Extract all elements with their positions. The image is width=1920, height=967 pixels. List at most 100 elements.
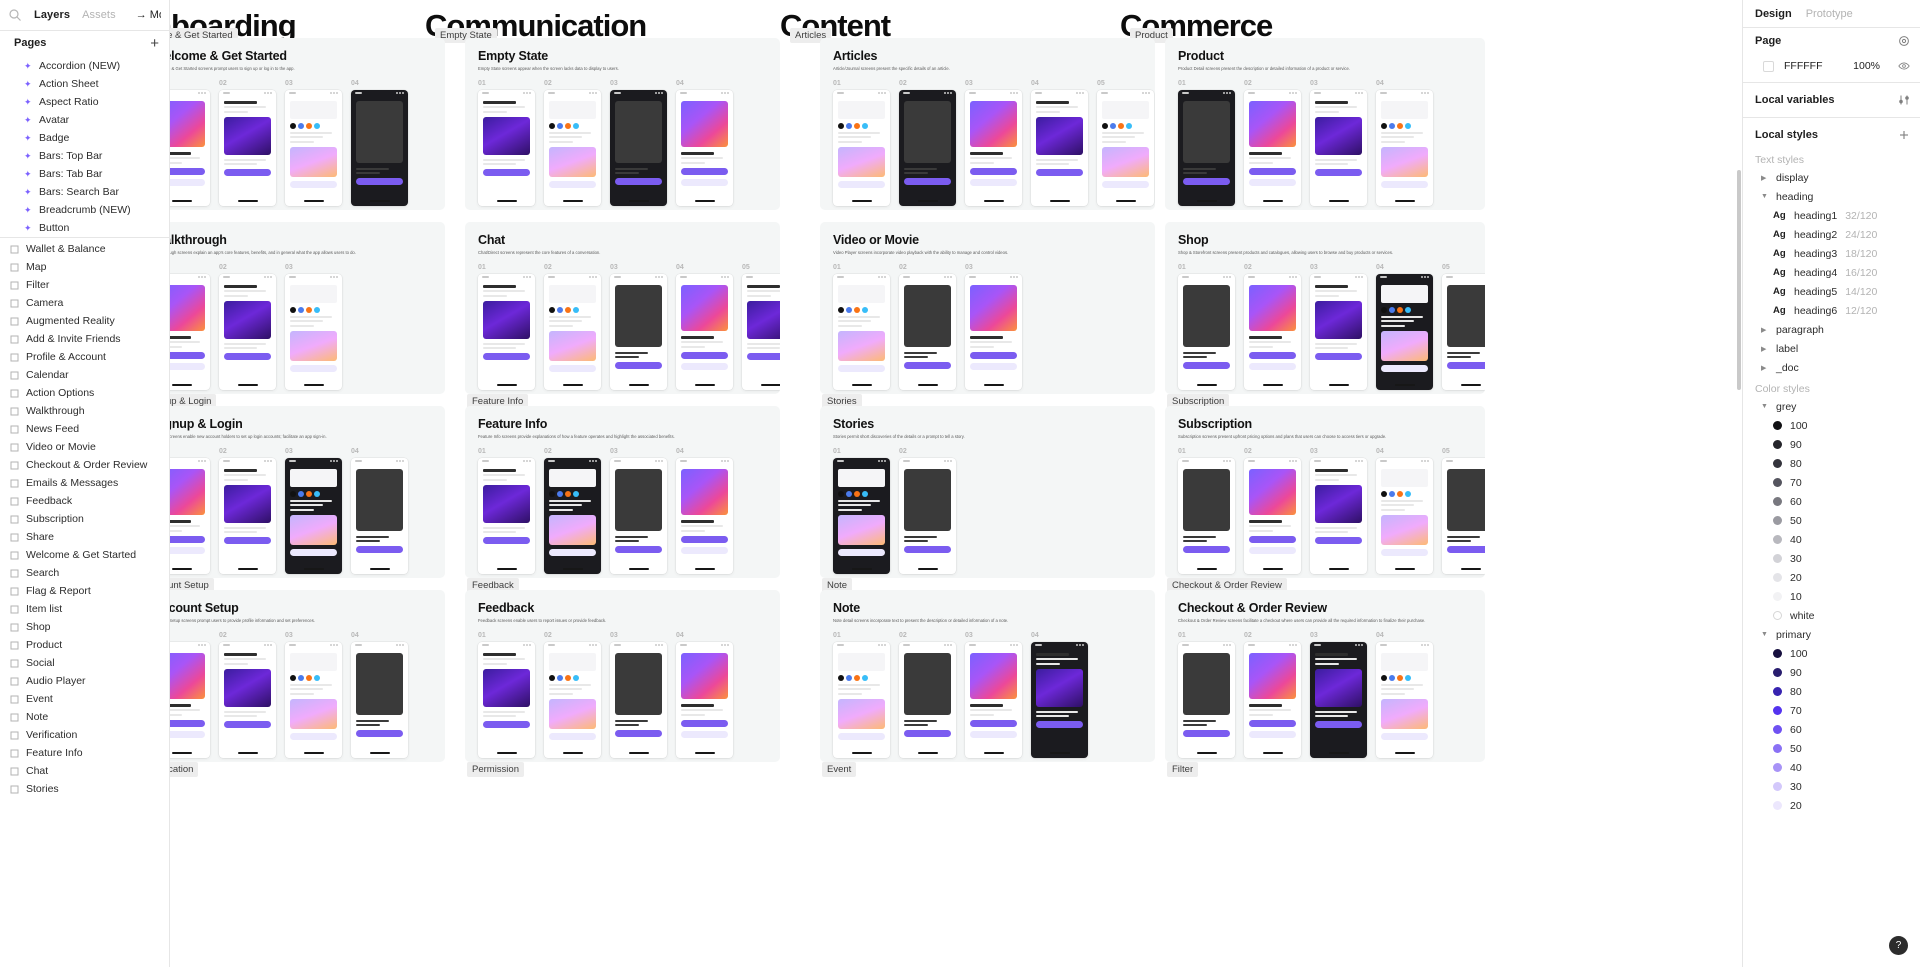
sliders-icon[interactable] <box>1898 94 1910 106</box>
section-group-card[interactable]: Note Note detail screens incorporate text… <box>820 590 1155 762</box>
frame-tag[interactable]: Permission <box>467 762 524 777</box>
color-style-primary-60[interactable]: 60 <box>1743 720 1920 739</box>
screen-item[interactable]: 01 <box>478 264 535 390</box>
screen-preview[interactable] <box>285 457 342 574</box>
layer-item-share[interactable]: Share <box>0 528 169 546</box>
chevron-down-icon[interactable]: ▼ <box>1761 403 1768 410</box>
text-style-heading2[interactable]: Ag heading2 24/120 <box>1743 225 1920 244</box>
canvas-scrollbar[interactable] <box>1737 170 1741 390</box>
screen-preview[interactable] <box>965 273 1022 390</box>
screen-item[interactable]: 01 <box>170 632 210 758</box>
text-style-heading3[interactable]: Ag heading3 18/120 <box>1743 244 1920 263</box>
chevron-down-icon[interactable]: ▼ <box>1761 631 1768 638</box>
section-group-card[interactable]: Feedback Feedback screens enable users to… <box>465 590 780 762</box>
screen-item[interactable]: 01 <box>1178 264 1235 390</box>
chevron-right-icon[interactable]: ▶ <box>1761 364 1767 372</box>
text-style-heading6[interactable]: Ag heading6 12/120 <box>1743 301 1920 320</box>
layer-item-product[interactable]: Product <box>0 636 169 654</box>
screen-preview[interactable] <box>1178 89 1235 206</box>
color-style-primary-80[interactable]: 80 <box>1743 682 1920 701</box>
screen-preview[interactable] <box>351 89 408 206</box>
section-group-card[interactable]: Subscription Subscription screens present… <box>1165 406 1485 578</box>
screen-item[interactable]: 03 <box>965 632 1022 758</box>
search-icon[interactable] <box>8 8 22 22</box>
screen-item[interactable]: 02 <box>219 80 276 206</box>
color-style-grey-20[interactable]: 20 <box>1743 568 1920 587</box>
screen-preview[interactable] <box>899 89 956 206</box>
screen-preview[interactable] <box>219 641 276 758</box>
section-group-card[interactable]: Account Setup Account Setup screens promp… <box>170 590 445 762</box>
page-item[interactable]: ✦ Aspect Ratio <box>0 93 169 111</box>
screen-preview[interactable] <box>544 273 601 390</box>
color-style-grey-80[interactable]: 80 <box>1743 454 1920 473</box>
frame-tag[interactable]: Filter <box>1167 762 1199 777</box>
layer-item-verification[interactable]: Verification <box>0 726 169 744</box>
page-item[interactable]: ✦ Bars: Search Bar <box>0 183 169 201</box>
frame-tag[interactable]: Note <box>822 578 853 593</box>
page-settings-icon[interactable] <box>1898 35 1910 47</box>
screen-item[interactable]: 03 <box>610 264 667 390</box>
screen-item[interactable]: 04 <box>1376 80 1433 206</box>
screen-item[interactable]: 02 <box>219 264 276 390</box>
section-group-card[interactable]: Empty State Empty State screens appear wh… <box>465 38 780 210</box>
screen-item[interactable]: 04 <box>351 448 408 574</box>
screen-item[interactable]: 04 <box>676 632 733 758</box>
color-style-grey-40[interactable]: 40 <box>1743 530 1920 549</box>
screen-item[interactable]: 01 <box>1178 632 1235 758</box>
text-style-group-heading[interactable]: ▼ heading <box>1743 187 1920 206</box>
section-group-card[interactable]: Product Product Detail screens present th… <box>1165 38 1485 210</box>
screen-item[interactable]: 02 <box>544 264 601 390</box>
layer-item-chat[interactable]: Chat <box>0 762 169 780</box>
color-style-grey-10[interactable]: 10 <box>1743 587 1920 606</box>
page-item[interactable]: ✦ Accordion (NEW) <box>0 57 169 75</box>
color-style-group-primary[interactable]: ▼ primary <box>1743 625 1920 644</box>
screen-preview[interactable] <box>1442 273 1485 390</box>
screen-preview[interactable] <box>899 273 956 390</box>
screen-item[interactable]: 02 <box>1244 448 1301 574</box>
page-item[interactable]: ✦ Breadcrumb (NEW) <box>0 201 169 219</box>
screen-preview[interactable] <box>676 457 733 574</box>
screen-preview[interactable] <box>676 89 733 206</box>
screen-item[interactable]: 02 <box>219 632 276 758</box>
screen-item[interactable]: 02 <box>219 448 276 574</box>
layer-item-feature-info[interactable]: Feature Info <box>0 744 169 762</box>
color-style-grey-90[interactable]: 90 <box>1743 435 1920 454</box>
layer-item-add-invite-friends[interactable]: Add & Invite Friends <box>0 330 169 348</box>
layer-item-map[interactable]: Map <box>0 258 169 276</box>
screen-preview[interactable] <box>170 641 210 758</box>
screen-preview[interactable] <box>219 457 276 574</box>
screen-item[interactable]: 02 <box>1244 632 1301 758</box>
color-style-grey-60[interactable]: 60 <box>1743 492 1920 511</box>
color-style-grey-30[interactable]: 30 <box>1743 549 1920 568</box>
screen-preview[interactable] <box>478 273 535 390</box>
screen-preview[interactable] <box>610 273 667 390</box>
section-group-card[interactable]: Feature Info Feature Info screens provide… <box>465 406 780 578</box>
layer-item-walkthrough[interactable]: Walkthrough <box>0 402 169 420</box>
layer-item-shop[interactable]: Shop <box>0 618 169 636</box>
page-item[interactable]: ✦ Button <box>0 219 169 237</box>
screen-item[interactable]: 05 <box>1097 80 1154 206</box>
layer-item-item-list[interactable]: Item list <box>0 600 169 618</box>
chevron-right-icon[interactable]: ▶ <box>1761 326 1767 334</box>
local-variables-header[interactable]: Local variables <box>1743 87 1920 113</box>
screen-item[interactable]: 01 <box>1178 448 1235 574</box>
color-style-primary-40[interactable]: 40 <box>1743 758 1920 777</box>
screen-preview[interactable] <box>1310 457 1367 574</box>
page-fill-swatch[interactable] <box>1763 60 1774 72</box>
screen-preview[interactable] <box>478 641 535 758</box>
screen-item[interactable]: 04 <box>1376 632 1433 758</box>
screen-preview[interactable] <box>1310 641 1367 758</box>
layer-item-event[interactable]: Event <box>0 690 169 708</box>
layer-item-filter[interactable]: Filter <box>0 276 169 294</box>
section-group-card[interactable]: Walkthrough Walkthrough screens explain a… <box>170 222 445 394</box>
screen-item[interactable]: 01 <box>833 448 890 574</box>
section-group-card[interactable]: Stories Stories permit short discoveries … <box>820 406 1155 578</box>
screen-preview[interactable] <box>478 457 535 574</box>
layer-item-action-options[interactable]: Action Options <box>0 384 169 402</box>
screen-preview[interactable] <box>676 641 733 758</box>
text-style-heading4[interactable]: Ag heading4 16/120 <box>1743 263 1920 282</box>
screen-preview[interactable] <box>1031 641 1088 758</box>
color-style-primary-50[interactable]: 50 <box>1743 739 1920 758</box>
screen-preview[interactable] <box>742 273 780 390</box>
screen-item[interactable]: 04 <box>351 80 408 206</box>
